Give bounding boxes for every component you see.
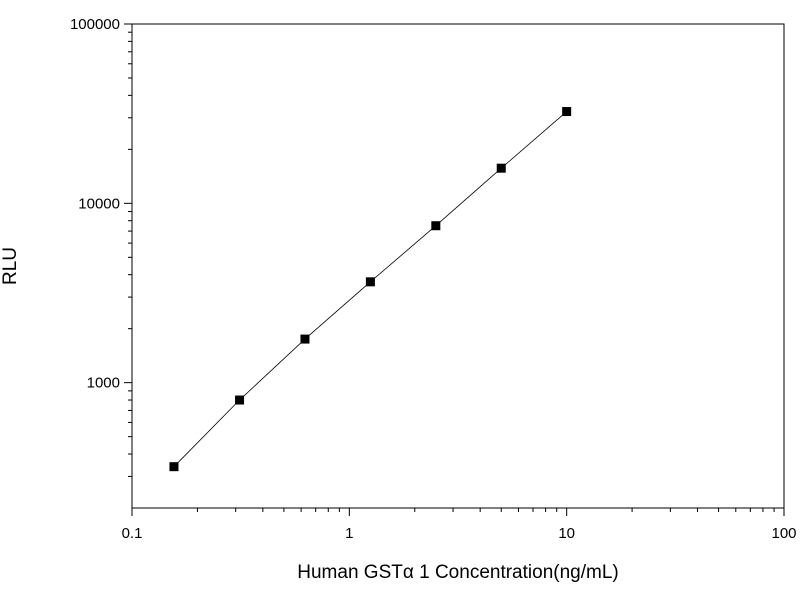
- data-point-marker: [431, 221, 441, 231]
- x-tick-label: 10: [558, 525, 575, 542]
- y-tick-label: 100000: [70, 16, 120, 33]
- x-axis-ticks: 0.1 1 10 100: [122, 508, 797, 542]
- data-point-marker: [300, 334, 310, 344]
- x-tick-label: 100: [771, 525, 796, 542]
- data-point-marker: [562, 107, 572, 117]
- fit-line: [173, 111, 567, 467]
- y-tick-label: 1000: [87, 375, 120, 392]
- data-point-marker: [169, 462, 179, 472]
- y-axis-title: RLU: [0, 247, 21, 285]
- data-points: [169, 107, 572, 472]
- x-tick-label: 1: [345, 525, 353, 542]
- data-point-marker: [365, 277, 375, 287]
- fit-line-group: [173, 111, 567, 467]
- x-axis-title: Human GSTα 1 Concentration(ng/mL): [297, 562, 618, 583]
- y-axis-ticks: 1000 10000 100000: [70, 16, 132, 477]
- plot-frame: [131, 23, 785, 509]
- x-tick-label: 0.1: [122, 525, 143, 542]
- y-tick-label: 10000: [78, 195, 120, 212]
- data-point-marker: [235, 395, 245, 405]
- data-point-marker: [496, 163, 506, 173]
